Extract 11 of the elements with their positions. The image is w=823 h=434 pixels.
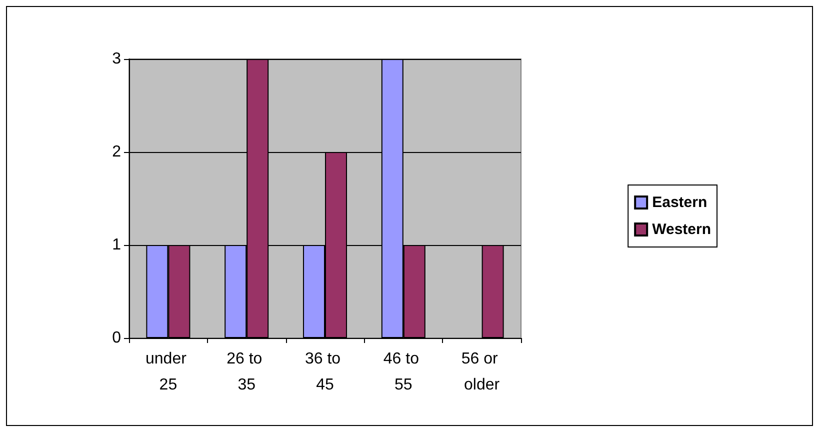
x-tick-label: 26 to 35: [226, 350, 267, 394]
legend-label: Western: [652, 221, 712, 238]
x-tick-label: 46 to 55: [383, 350, 424, 394]
y-tick-label: 0: [112, 330, 122, 346]
x-tick-label: 56 or older: [461, 350, 502, 394]
legend-label: Eastern: [652, 194, 708, 211]
x-tick-label: under 25: [146, 350, 191, 394]
x-tick-label: 36 to 45: [304, 350, 346, 394]
y-tick-label: 1: [112, 236, 122, 254]
y-tick-label: 2: [112, 144, 122, 160]
y-tick-label: 3: [112, 50, 122, 68]
